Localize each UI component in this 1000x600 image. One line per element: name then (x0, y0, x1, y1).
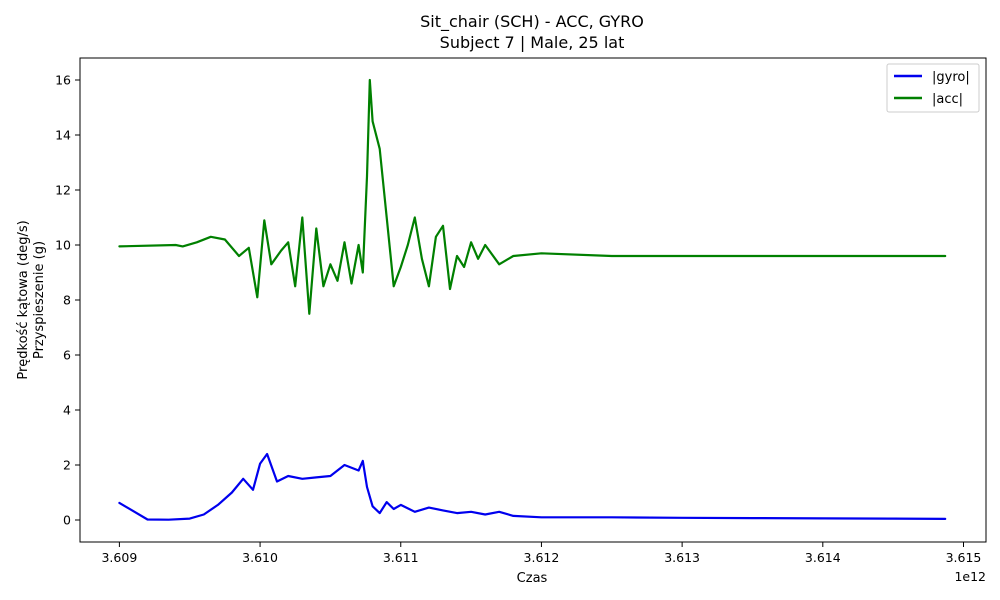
y-axis-label-line-1: Prędkość kątowa (deg/s) (16, 220, 31, 379)
y-axis-label: Prędkość kątowa (deg/s) Przyspieszenie (… (16, 220, 47, 379)
x-tick-label: 3.610 (242, 550, 278, 565)
series-line-acc (118, 78, 947, 315)
y-tick-label: 6 (63, 348, 71, 363)
series-line-gyro (118, 452, 947, 521)
x-axis-label: Czas (517, 571, 548, 586)
y-tick-label: 0 (63, 513, 71, 528)
x-tick-label: 3.615 (946, 550, 982, 565)
legend-label-acc: |acc| (932, 92, 963, 107)
x-tick-label: 3.614 (805, 550, 841, 565)
x-tick-label: 3.612 (524, 550, 560, 565)
y-tick-label: 16 (55, 73, 71, 88)
y-tick-label: 2 (63, 458, 71, 473)
x-tick-label: 3.611 (383, 550, 419, 565)
x-offset-label: 1e12 (954, 569, 986, 584)
chart-title: Sit_chair (SCH) - ACC, GYRO (420, 12, 644, 32)
y-tick-label: 4 (63, 403, 71, 418)
series-layer (118, 78, 947, 521)
y-tick-label: 8 (63, 293, 71, 308)
x-tick-label: 3.609 (101, 550, 137, 565)
y-tick-label: 10 (55, 238, 71, 253)
y-tick-label: 12 (55, 183, 71, 198)
chart-subtitle: Subject 7 | Male, 25 lat (440, 33, 625, 52)
y-axis-ticks: 0 2 4 6 8 10 12 14 16 (55, 73, 80, 528)
x-tick-label: 3.613 (664, 550, 700, 565)
y-axis-label-line-2: Przyspieszenie (g) (32, 241, 47, 359)
y-tick-label: 14 (55, 128, 71, 143)
legend-label-gyro: |gyro| (932, 70, 970, 85)
x-axis-ticks: 3.609 3.610 3.611 3.612 3.613 3.614 3.615 (101, 542, 981, 565)
legend: |gyro| |acc| (886, 63, 980, 113)
